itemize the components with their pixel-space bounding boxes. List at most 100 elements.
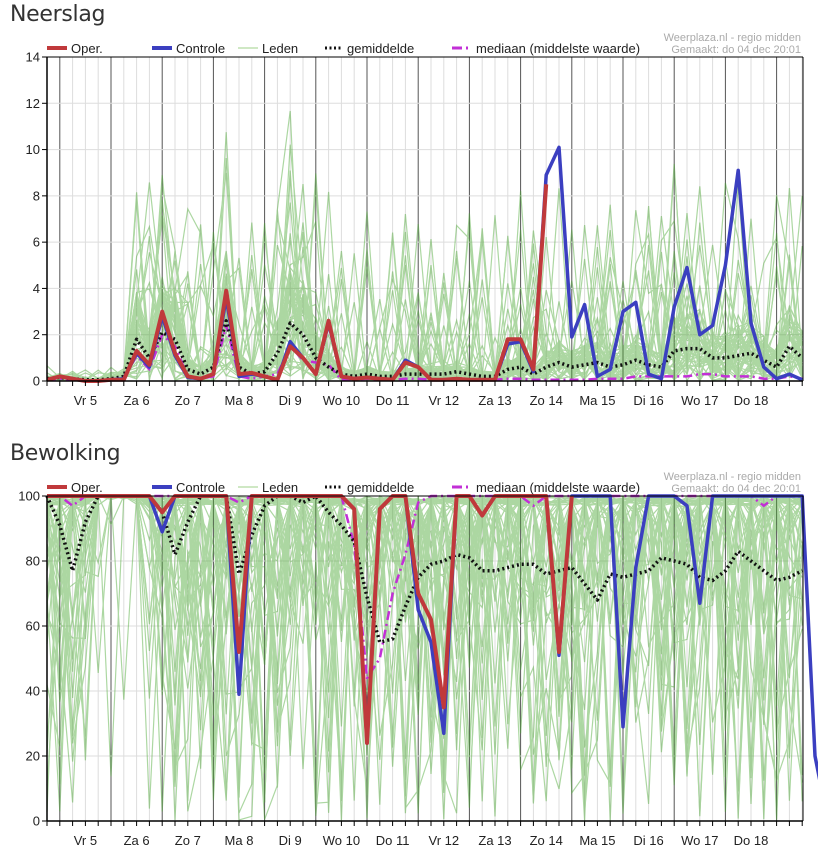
legend-label: Leden: [262, 480, 298, 495]
grid: [47, 495, 803, 822]
x-day-label: Zo 7: [175, 393, 201, 408]
leden-member-line: [46, 495, 803, 817]
y-tick-label: 8: [33, 188, 40, 203]
leden-member-line: [46, 217, 803, 382]
x-day-label: Za 13: [478, 833, 511, 848]
y-tick-label: 40: [26, 684, 40, 699]
series-line: [45, 494, 803, 644]
legend-label: gemiddelde: [347, 41, 414, 56]
leden-member-line: [46, 493, 803, 809]
series-line: [46, 184, 549, 383]
y-tick-label: 4: [33, 281, 40, 296]
x-day-label: Za 13: [478, 393, 511, 408]
credit-source: Weerplaza.nl - regio midden: [664, 471, 801, 483]
x-day-label: Za 6: [124, 393, 150, 408]
leden-member-line: [46, 218, 803, 382]
legend-label: mediaan (middelste waarde): [476, 41, 640, 56]
legend: Oper. Controle Leden gemiddelde mediaan (mid…: [47, 32, 801, 56]
series-oper: [46, 184, 549, 383]
leden-member-line: [46, 495, 803, 759]
leden-member-line: [46, 495, 803, 796]
x-day-label: Di 16: [633, 393, 663, 408]
leden-member-line: [46, 209, 803, 382]
legend-item[interactable]: Controle: [152, 41, 225, 56]
y-tick-label: 14: [26, 50, 40, 65]
leden-member-line: [46, 199, 803, 383]
leden-member-line: [46, 495, 803, 820]
x-day-label: Do 18: [734, 833, 769, 848]
x-day-label: Ma 8: [225, 833, 254, 848]
x-day-label: Wo 10: [323, 833, 360, 848]
neerslag-chart: 0 2 4 6 8 10 12 14 Vr 5 Za 6 Zo 7 Ma 8 Di 9 Wo 10 Do 1…: [26, 32, 804, 408]
leden-member-line: [46, 206, 803, 382]
leden-member-line: [46, 186, 803, 382]
leden-member-line: [46, 194, 803, 382]
legend-item[interactable]: Leden: [238, 480, 298, 495]
x-day-label: Di 9: [279, 393, 302, 408]
leden-member-line: [46, 184, 803, 384]
legend-label: gemiddelde: [347, 480, 414, 495]
x-day-label: Zo 7: [175, 833, 201, 848]
x-day-label: Vr 5: [74, 833, 97, 848]
leden-member-line: [46, 495, 803, 805]
credit-source: Weerplaza.nl - regio midden: [664, 32, 801, 44]
leden-member-line: [46, 132, 803, 382]
x-day-label: Ma 15: [579, 833, 615, 848]
leden-member-line: [46, 495, 803, 821]
leden-member-line: [46, 195, 803, 381]
legend-label: Controle: [176, 41, 225, 56]
x-day-label: Vr 12: [429, 393, 460, 408]
leden-member-line: [46, 495, 803, 787]
x-day-label: Wo 17: [681, 393, 718, 408]
leden-member-line: [46, 172, 803, 382]
legend-label: Oper.: [71, 41, 103, 56]
leden-member-line: [46, 229, 803, 382]
x-day-label: Vr 12: [429, 833, 460, 848]
credit-timestamp: Gemaakt: do 04 dec 20:01: [671, 483, 801, 495]
legend-label: Leden: [262, 41, 298, 56]
leden-member-line: [46, 495, 803, 760]
y-tick-label: 0: [33, 814, 40, 829]
leden-member-line: [46, 238, 803, 382]
leden-member-line: [46, 214, 803, 382]
leden-member-line: [46, 495, 803, 761]
legend-item[interactable]: Oper.: [47, 480, 103, 495]
x-day-label: Zo 14: [530, 833, 563, 848]
leden-member-line: [46, 495, 803, 736]
leden-series: [46, 493, 803, 822]
legend-item[interactable]: gemiddelde: [325, 480, 414, 495]
x-day-label: Do 11: [376, 393, 410, 408]
axes: 0 2 4 6 8 10 12 14 Vr 5 Za 6 Zo 7 Ma 8 Di 9 Wo 10 Do 1…: [26, 50, 804, 408]
x-day-label: Ma 8: [225, 393, 254, 408]
leden-member-line: [47, 495, 803, 817]
y-tick-label: 10: [26, 142, 40, 157]
bewolking-chart: 0 20 40 60 80 100 Vr 5 Za 6 Zo 7 Ma 8 Di 9 Wo 10 Do …: [18, 471, 818, 848]
x-day-label: Ma 15: [579, 393, 615, 408]
leden-member-line: [46, 495, 803, 822]
y-tick-label: 12: [26, 96, 40, 111]
x-day-label: Do 11: [376, 833, 410, 848]
x-day-label: Di 16: [633, 833, 663, 848]
legend-item[interactable]: mediaan (middelste waarde): [452, 41, 640, 56]
leden-member-line: [46, 495, 803, 802]
leden-member-line: [46, 495, 803, 812]
leden-member-line: [46, 199, 803, 382]
legend-label: Oper.: [71, 480, 103, 495]
legend-item[interactable]: gemiddelde: [325, 41, 414, 56]
leden-member-line: [46, 495, 803, 748]
leden-member-line: [46, 495, 803, 808]
x-day-label: Wo 10: [323, 393, 360, 408]
legend-item[interactable]: mediaan (middelste waarde): [452, 480, 640, 495]
neerslag-title: Neerslag: [10, 2, 106, 27]
legend-label: Controle: [176, 480, 225, 495]
x-day-label: Zo 14: [530, 393, 563, 408]
legend-label: mediaan (middelste waarde): [476, 480, 640, 495]
legend-item[interactable]: Leden: [238, 41, 298, 56]
leden-member-line: [46, 273, 803, 382]
x-day-label: Vr 5: [74, 393, 97, 408]
bewolking-title: Bewolking: [10, 441, 121, 466]
y-tick-label: 60: [26, 619, 40, 634]
legend-item[interactable]: Controle: [152, 480, 225, 495]
y-tick-label: 80: [26, 554, 40, 569]
legend-item[interactable]: Oper.: [47, 41, 103, 56]
